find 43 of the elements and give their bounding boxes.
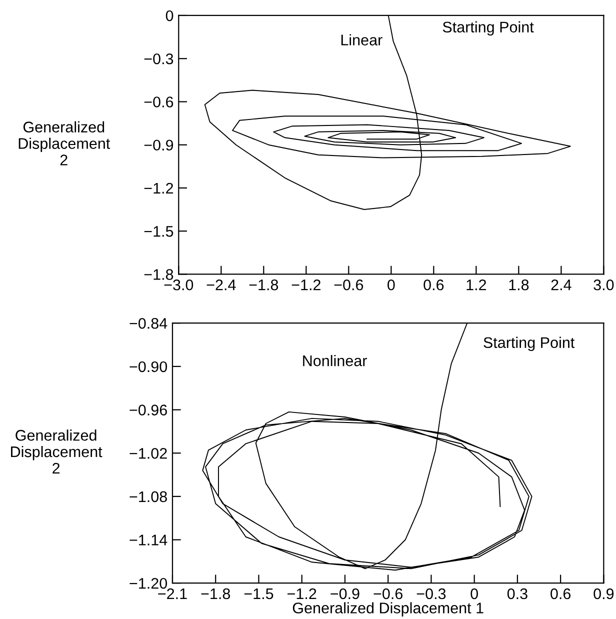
y-tick-label: −1.08 xyxy=(130,491,167,502)
x-tick-label: 3.0 xyxy=(594,279,614,290)
annotation: Starting Point xyxy=(484,336,575,352)
x-tick-label: 0.3 xyxy=(507,588,528,600)
annotation: Linear xyxy=(341,34,382,46)
y-tick-label: −0.6 xyxy=(144,96,174,108)
x-tick-label: 1.2 xyxy=(466,279,486,290)
x-tick-label: −0.9 xyxy=(330,588,360,600)
x-tick-label: −1.8 xyxy=(201,588,230,600)
x-tick-label: −2.4 xyxy=(206,279,236,290)
x-tick-label: −1.2 xyxy=(288,588,316,600)
x-tick-label: −0.6 xyxy=(374,588,402,600)
x-tick-label: 0.9 xyxy=(594,588,614,600)
y-tick-label: −1.14 xyxy=(130,534,168,546)
x-tick-label: −3.0 xyxy=(164,279,194,290)
y-tick-label: −1.8 xyxy=(144,269,174,280)
x-tick-label: −1.2 xyxy=(292,279,320,290)
x-tick-label: 2.4 xyxy=(551,279,572,290)
y-tick-label: −1.5 xyxy=(144,226,174,237)
y-axis-title: Generalized Displacement 2 xyxy=(18,121,110,166)
x-tick-label: −0.3 xyxy=(416,588,446,600)
y-tick-label: −0.90 xyxy=(130,361,168,372)
y-tick-label: −0.84 xyxy=(130,318,168,329)
x-tick-label: −2.1 xyxy=(158,588,187,600)
x-tick-label: 0 xyxy=(470,588,478,600)
x-tick-label: 1.8 xyxy=(509,279,529,290)
x-tick-label: −0.6 xyxy=(334,279,364,290)
x-tick-label: 0 xyxy=(388,279,395,290)
y-tick-label: −1.02 xyxy=(130,448,167,459)
y-axis-title: Generalized Displacement 2 xyxy=(11,430,102,474)
y-tick-label: −0.3 xyxy=(144,53,174,64)
y-tick-label: −1.20 xyxy=(130,578,168,589)
x-tick-label: −1.5 xyxy=(244,588,274,600)
x-tick-label: 0.6 xyxy=(424,279,444,290)
x-tick-label: −1.8 xyxy=(249,279,278,290)
annotation: Starting Point xyxy=(442,21,534,36)
annotation: Nonlinear xyxy=(303,354,367,366)
y-tick-label: −1.2 xyxy=(144,182,174,194)
x-tick-label: 0.6 xyxy=(550,588,571,600)
x-axis-title: Generalized Displacement 1 xyxy=(292,602,484,616)
y-tick-label: −0.9 xyxy=(144,140,174,151)
y-tick-label: −0.96 xyxy=(130,404,167,416)
y-tick-label: 0 xyxy=(166,10,174,22)
